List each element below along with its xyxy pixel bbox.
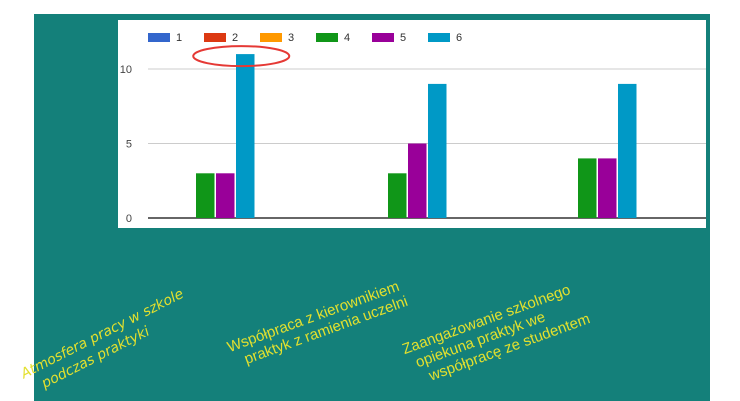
legend-label-1: 1: [176, 32, 182, 44]
legend-swatch-4: [316, 33, 338, 42]
bar-4-1: [388, 173, 407, 218]
legend-swatch-6: [428, 33, 450, 42]
legend-label-5: 5: [400, 32, 406, 44]
y-tick-label-10: 10: [120, 64, 132, 76]
bar-4-2: [578, 158, 597, 218]
legend-label-2: 2: [232, 32, 238, 44]
legend-label-4: 4: [344, 32, 350, 44]
bar-4-0: [196, 173, 215, 218]
highlight-ellipse: [192, 45, 291, 68]
y-tick-label-0: 0: [126, 213, 132, 225]
bar-6-1: [428, 83, 447, 219]
legend-swatch-1: [148, 33, 170, 42]
legend-swatch-5: [372, 33, 394, 42]
legend-swatch-2: [204, 33, 226, 42]
bar-chart: 0 5 10 1 2 3 4 5 6: [120, 32, 706, 225]
bar-5-2: [598, 158, 617, 218]
bar-6-2: [618, 83, 637, 219]
bar-5-0: [216, 173, 235, 218]
legend-swatch-3: [260, 33, 282, 42]
bar-6-0: [236, 54, 255, 218]
legend-label-6: 6: [456, 32, 462, 44]
y-tick-label-5: 5: [126, 139, 132, 151]
legend-label-3: 3: [288, 32, 294, 44]
chart-panel: 0 5 10 1 2 3 4 5 6: [118, 20, 706, 228]
bar-5-1: [408, 143, 427, 218]
